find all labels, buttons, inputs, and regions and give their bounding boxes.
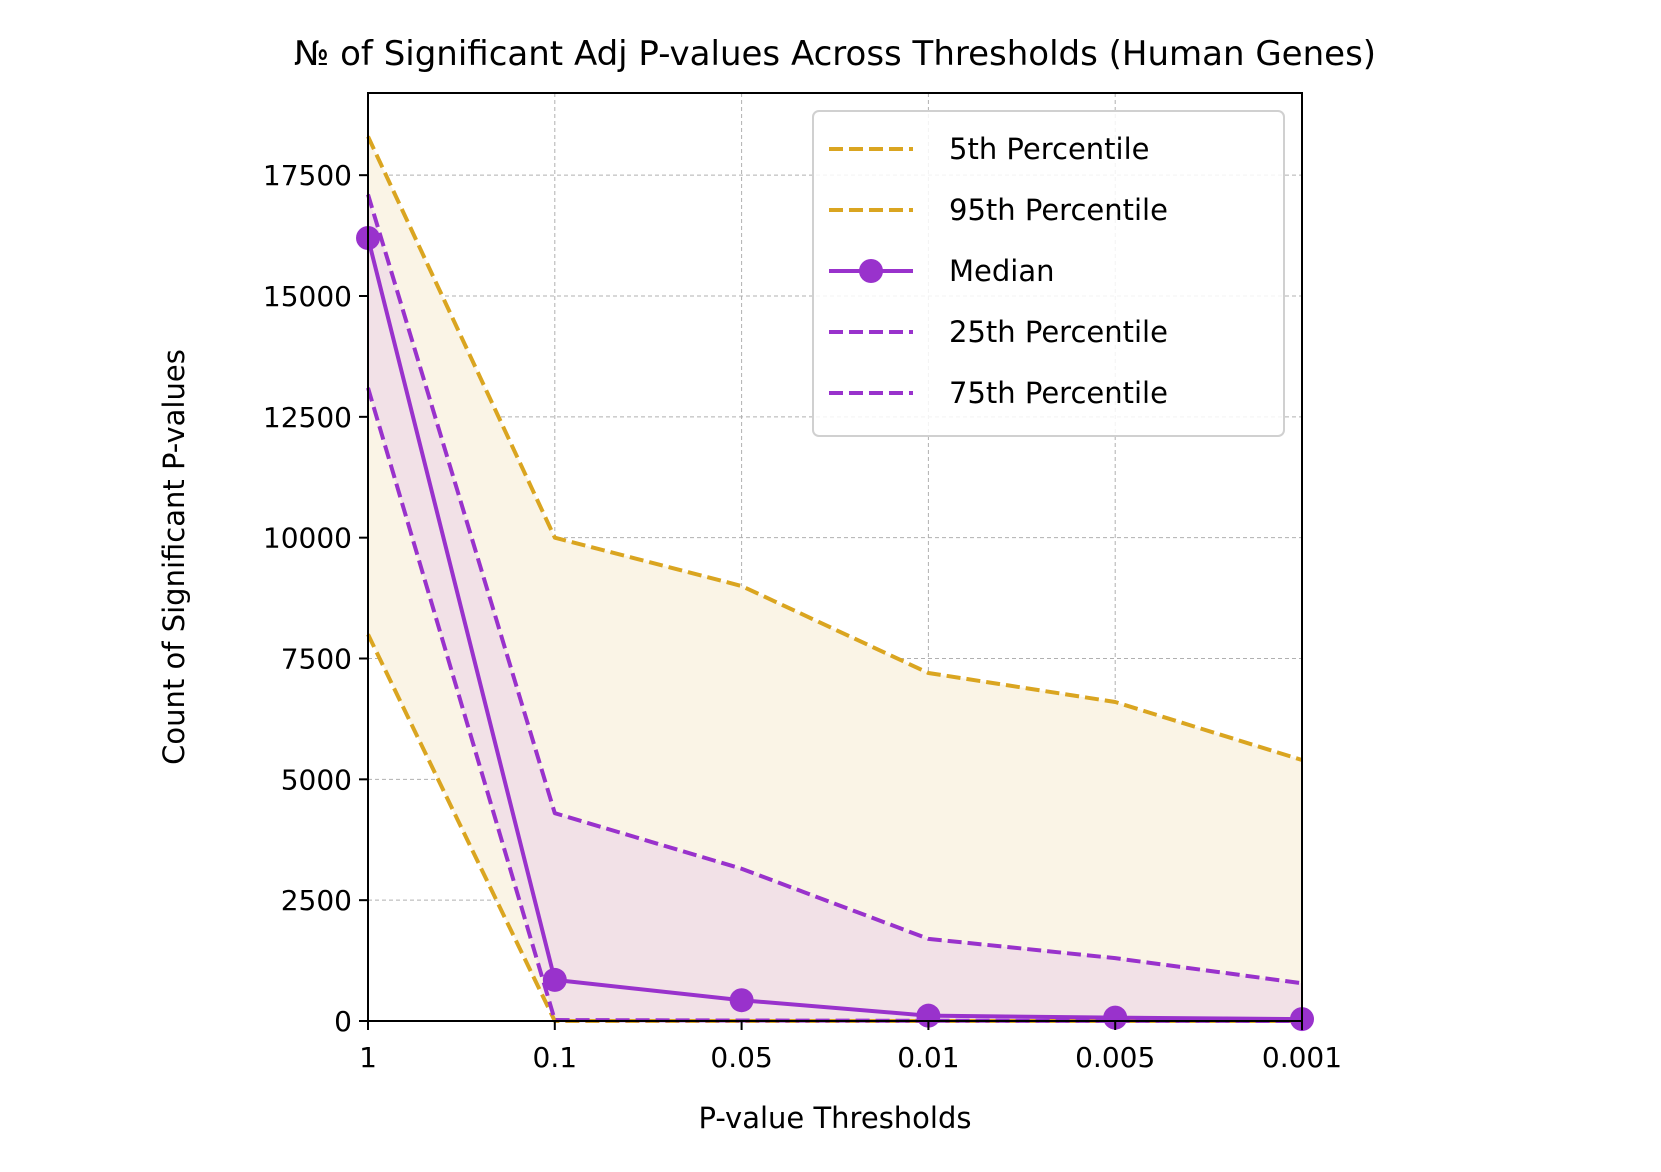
legend-marker-median bbox=[859, 259, 883, 283]
y-tick-label: 7500 bbox=[281, 643, 352, 676]
legend: 5th Percentile 95th Percentile Median 25th … bbox=[812, 110, 1285, 437]
y-tick-label: 5000 bbox=[281, 763, 352, 796]
y-tick-label: 17500 bbox=[263, 159, 352, 192]
series-line-95th-percentile bbox=[366, 135, 1303, 762]
legend-label-5th-percentile: 5th Percentile bbox=[949, 132, 1150, 166]
chart-title: № of Significant Adj P-values Across Thr… bbox=[294, 34, 1376, 74]
x-tick-label: 0.005 bbox=[1075, 1041, 1155, 1074]
legend-label-95th-percentile: 95th Percentile bbox=[949, 193, 1168, 227]
y-axis-label: Count of Significant P-values bbox=[157, 349, 191, 765]
y-tick-label: 10000 bbox=[263, 522, 352, 555]
x-tick-label: 0.05 bbox=[710, 1041, 772, 1074]
point-median bbox=[542, 967, 567, 992]
point-median bbox=[729, 988, 754, 1013]
plot-frame bbox=[367, 92, 1303, 1022]
y-tick-label: 15000 bbox=[263, 280, 352, 313]
point-median bbox=[1103, 1005, 1128, 1030]
legend-box bbox=[812, 110, 1285, 437]
y-axis-ticks: 0 2500 5000 7500 10000 12500 15000 17500 bbox=[263, 159, 368, 1038]
x-tick-label: 1 bbox=[359, 1041, 377, 1074]
y-tick-label: 2500 bbox=[281, 884, 352, 917]
x-axis-label: P-value Thresholds bbox=[699, 1101, 972, 1135]
x-tick-label: 0.001 bbox=[1262, 1041, 1342, 1074]
series-line-75th-percentile bbox=[366, 193, 1303, 986]
y-tick-label: 0 bbox=[334, 1005, 352, 1038]
legend-label-25th-percentile: 25th Percentile bbox=[949, 315, 1168, 349]
fill-layer bbox=[368, 136, 1302, 1021]
y-tick-label: 12500 bbox=[263, 401, 352, 434]
legend-label-median: Median bbox=[949, 254, 1054, 288]
series-line-median bbox=[366, 237, 1303, 1022]
x-tick-label: 0.01 bbox=[897, 1041, 959, 1074]
x-axis-ticks: 1 0.1 0.05 0.01 0.005 0.001 bbox=[359, 1021, 1342, 1074]
x-tick-label: 0.1 bbox=[533, 1041, 578, 1074]
legend-label-75th-percentile: 75th Percentile bbox=[949, 376, 1168, 410]
band-5-95 bbox=[368, 136, 1302, 1021]
